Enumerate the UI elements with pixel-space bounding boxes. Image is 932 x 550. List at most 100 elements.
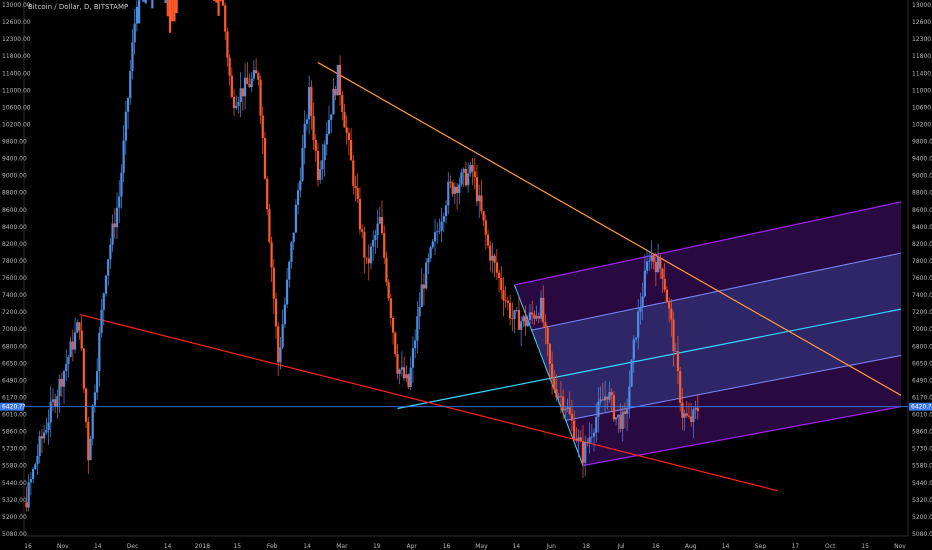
candle-body xyxy=(261,115,264,138)
candle-body xyxy=(296,190,300,205)
candle-body xyxy=(80,330,83,349)
candle-body xyxy=(173,0,176,22)
pitchfork-outer-fill xyxy=(514,201,901,466)
candle-body xyxy=(550,363,554,379)
candle-body xyxy=(268,209,271,242)
candle-body xyxy=(659,257,662,269)
price-tag-right: 6420.?? xyxy=(911,404,932,411)
chart-title: Bitcoin / Dollar, D, BITSTAMP xyxy=(28,3,129,11)
y-tick-label-right: 7800.00 xyxy=(912,258,932,265)
candle-body xyxy=(676,351,680,372)
candle-body xyxy=(164,0,167,4)
candle-body xyxy=(378,217,381,224)
candle-body xyxy=(650,255,653,261)
candle-body xyxy=(500,277,503,290)
candle-body xyxy=(504,300,507,302)
candle-body xyxy=(515,310,518,311)
candle-body xyxy=(87,421,90,461)
candle-body xyxy=(279,347,282,363)
x-tick-label: May xyxy=(475,543,488,550)
candle-body xyxy=(484,220,487,235)
candle-body xyxy=(610,392,613,396)
y-tick-label-left: 5730.00 xyxy=(2,446,27,453)
y-tick-label-right: 7000.00 xyxy=(912,326,932,333)
candle-body xyxy=(82,348,85,389)
candle-body xyxy=(232,96,236,109)
candle-body xyxy=(144,0,147,4)
candle-body xyxy=(124,111,127,141)
candle-body xyxy=(467,173,470,186)
candle-body xyxy=(612,395,616,420)
x-tick-label: 14 xyxy=(164,543,172,550)
price-tag-left: 6420.?? xyxy=(2,404,26,411)
y-tick-label-left: 8600.00 xyxy=(2,207,27,214)
upper-trendline xyxy=(317,62,902,396)
candle-body xyxy=(517,310,521,330)
x-tick-label: 18 xyxy=(582,543,590,550)
chart-frame xyxy=(23,0,909,537)
y-tick-label-left: 6800.00 xyxy=(2,343,27,350)
y-tick-label-right: 10200.00 xyxy=(912,121,932,128)
candle-body xyxy=(444,205,448,217)
candle-body xyxy=(118,196,121,208)
candle-body xyxy=(674,351,677,352)
candle-body xyxy=(115,207,119,228)
candle-body xyxy=(619,414,622,429)
candle-body xyxy=(168,0,172,33)
candle-body xyxy=(27,482,30,508)
candle-body xyxy=(575,438,578,441)
candle-body xyxy=(429,247,432,259)
candle-body xyxy=(641,296,644,308)
candle-body xyxy=(654,262,657,273)
candle-body xyxy=(621,411,624,429)
candle-body xyxy=(389,298,392,318)
candle-body xyxy=(312,115,315,140)
x-tick-label: 2018 xyxy=(195,543,210,550)
x-tick-label: 16 xyxy=(652,543,660,550)
candle-body xyxy=(471,165,474,172)
x-tick-label: Oct xyxy=(825,543,836,550)
candle-body xyxy=(239,88,242,103)
candle-body xyxy=(626,408,629,414)
pitchfork-lower-inner xyxy=(565,355,902,421)
trendlines xyxy=(79,62,902,492)
candle-body xyxy=(665,289,669,303)
y-tick-label-right: 8400.00 xyxy=(912,224,932,231)
y-tick-label-left: 11000.00 xyxy=(2,87,31,94)
y-tick-label-left: 11800.00 xyxy=(2,53,31,60)
candle-body xyxy=(663,278,666,290)
candle-body xyxy=(475,177,479,202)
candle-body xyxy=(632,339,635,360)
candle-body xyxy=(263,137,267,179)
lower-trendline xyxy=(79,313,778,492)
candle-body xyxy=(497,272,501,278)
candle-body xyxy=(292,232,295,243)
candle-body xyxy=(109,244,112,260)
candle-body xyxy=(681,402,684,418)
y-tick-label-right: 5580.00 xyxy=(912,463,932,470)
candle-body xyxy=(266,178,269,210)
x-tick-label: 14 xyxy=(512,543,520,550)
candle-body xyxy=(367,258,370,264)
candles-series xyxy=(25,0,699,512)
candle-body xyxy=(628,386,631,409)
candle-body xyxy=(84,388,88,422)
candle-body xyxy=(608,392,611,400)
candle-body xyxy=(639,307,642,312)
candle-body xyxy=(314,139,317,151)
candle-body xyxy=(480,195,483,212)
candle-body xyxy=(36,455,39,465)
candle-body xyxy=(325,133,328,145)
candle-body xyxy=(305,119,309,124)
y-tick-label-right: 5200.00 xyxy=(912,514,932,521)
y-tick-label-right: 7600.00 xyxy=(912,275,932,282)
candle-body xyxy=(396,354,399,374)
candle-body xyxy=(394,332,397,355)
y-tick-label-left: 5200.00 xyxy=(2,514,27,521)
candle-body xyxy=(372,240,375,247)
candle-body xyxy=(573,420,576,439)
y-tick-label-left: 9400.00 xyxy=(2,156,27,163)
y-tick-label-left: 6490.00 xyxy=(2,377,27,384)
candle-body xyxy=(493,255,496,263)
